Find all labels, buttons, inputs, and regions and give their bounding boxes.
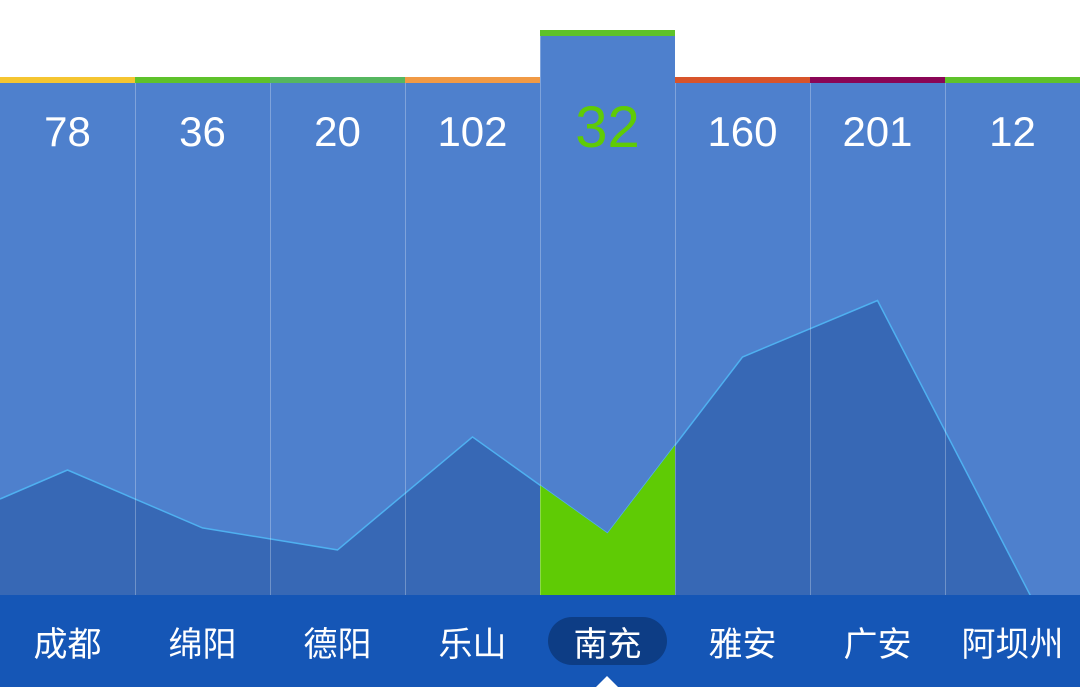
value-label: 20 bbox=[314, 108, 361, 155]
value-label: 12 bbox=[989, 108, 1036, 155]
value-label: 36 bbox=[179, 108, 226, 155]
city-label: 乐山 bbox=[438, 624, 507, 665]
aqi-level-bar bbox=[270, 77, 405, 83]
city-tab[interactable]: 成都 bbox=[0, 595, 135, 687]
selected-pointer-icon bbox=[595, 676, 619, 687]
city-tab[interactable]: 雅安 bbox=[675, 595, 810, 687]
aqi-level-bar bbox=[675, 77, 810, 83]
city-tab[interactable]: 乐山 bbox=[405, 595, 540, 687]
selected-value-label: 32 bbox=[575, 95, 640, 160]
city-tab[interactable]: 德阳 bbox=[270, 595, 405, 687]
city-tab[interactable]: 阿坝州 bbox=[945, 595, 1080, 687]
city-tab-selected[interactable]: 南充 bbox=[540, 595, 675, 687]
aqi-chart: 78 36 20 102 32 160 201 12 bbox=[0, 30, 1080, 595]
city-label: 广安 bbox=[843, 624, 912, 665]
aqi-area bbox=[0, 300, 1080, 595]
aqi-line bbox=[0, 299, 1031, 595]
city-tab[interactable]: 绵阳 bbox=[135, 595, 270, 687]
value-label: 102 bbox=[437, 108, 507, 155]
column-panel bbox=[270, 83, 405, 595]
city-label: 南充 bbox=[573, 624, 642, 665]
value-label: 201 bbox=[842, 108, 912, 155]
value-label: 78 bbox=[44, 108, 91, 155]
selected-area-highlight bbox=[540, 445, 675, 595]
city-label: 雅安 bbox=[708, 624, 777, 665]
city-selector-bar: 成都 绵阳 德阳 乐山 南充 雅安 广安 阿坝州 bbox=[0, 595, 1080, 687]
aqi-level-bar bbox=[810, 77, 945, 83]
city-label: 阿坝州 bbox=[961, 624, 1064, 665]
city-label: 成都 bbox=[33, 624, 102, 665]
aqi-level-bar bbox=[135, 77, 270, 83]
aqi-level-bar bbox=[945, 77, 1080, 83]
city-tab[interactable]: 广安 bbox=[810, 595, 945, 687]
value-label: 160 bbox=[707, 108, 777, 155]
aqi-level-bar bbox=[540, 30, 675, 36]
city-label: 德阳 bbox=[303, 624, 372, 665]
aqi-level-bar bbox=[0, 77, 135, 83]
aqi-level-bar bbox=[405, 77, 540, 83]
city-label: 绵阳 bbox=[168, 624, 237, 665]
selected-pill bbox=[548, 617, 667, 665]
